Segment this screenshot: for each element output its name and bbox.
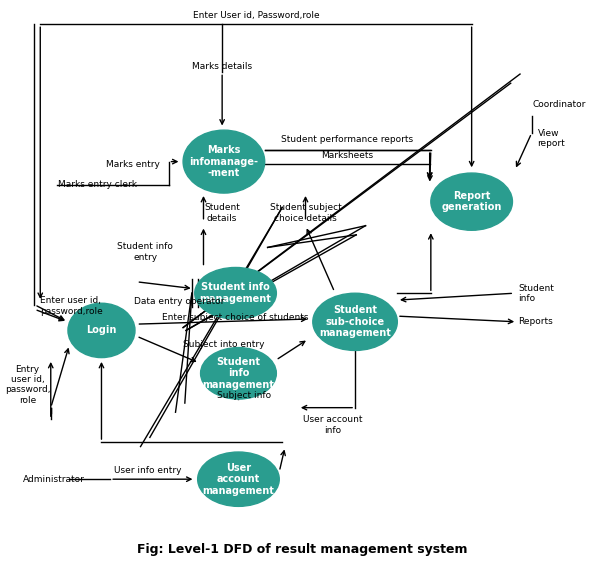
Ellipse shape — [313, 293, 397, 350]
Text: Marks entry clerk: Marks entry clerk — [58, 180, 137, 189]
Ellipse shape — [431, 173, 512, 230]
Text: Subject info: Subject info — [217, 391, 271, 400]
Text: Coordinator: Coordinator — [533, 100, 586, 109]
Text: Student
info
management: Student info management — [203, 356, 274, 390]
Text: Fig: Level-1 DFD of result management system: Fig: Level-1 DFD of result management sy… — [137, 543, 468, 556]
Text: Marks entry: Marks entry — [106, 160, 160, 169]
Text: Marks
infomanage-
-ment: Marks infomanage- -ment — [190, 145, 259, 178]
Text: Enter user id,
password,role: Enter user id, password,role — [40, 296, 103, 316]
Text: Enter User id, Password,role: Enter User id, Password,role — [193, 11, 319, 20]
Text: Student
sub-choice
management: Student sub-choice management — [319, 305, 391, 339]
Text: Login: Login — [86, 325, 116, 335]
Text: Student subject
choice details: Student subject choice details — [269, 204, 341, 223]
Text: Report
generation: Report generation — [442, 191, 502, 213]
Text: Entry
user id,
password,
role: Entry user id, password, role — [5, 365, 50, 405]
Ellipse shape — [197, 452, 279, 507]
Text: Subject into entry: Subject into entry — [183, 340, 265, 349]
Ellipse shape — [183, 130, 265, 193]
Ellipse shape — [200, 347, 277, 399]
Text: Marksheets: Marksheets — [322, 151, 374, 160]
Text: User account
info: User account info — [303, 415, 362, 435]
Text: Enter subject choice of students: Enter subject choice of students — [163, 313, 309, 321]
Text: Student
details: Student details — [204, 204, 240, 223]
Text: Data entry operator: Data entry operator — [134, 297, 224, 306]
Text: Reports: Reports — [518, 317, 553, 327]
Ellipse shape — [68, 303, 135, 358]
Text: View
report: View report — [538, 129, 565, 148]
Text: Student
info: Student info — [518, 283, 554, 303]
Ellipse shape — [195, 267, 277, 319]
Text: Student info
entry: Student info entry — [117, 242, 173, 262]
Text: Administrator: Administrator — [23, 475, 85, 484]
Text: Student performance reports: Student performance reports — [281, 136, 413, 144]
Text: User
account
management: User account management — [203, 463, 274, 496]
Text: Marks details: Marks details — [192, 62, 252, 71]
Text: Student info
management: Student info management — [200, 282, 271, 304]
Text: User info entry: User info entry — [115, 466, 182, 475]
